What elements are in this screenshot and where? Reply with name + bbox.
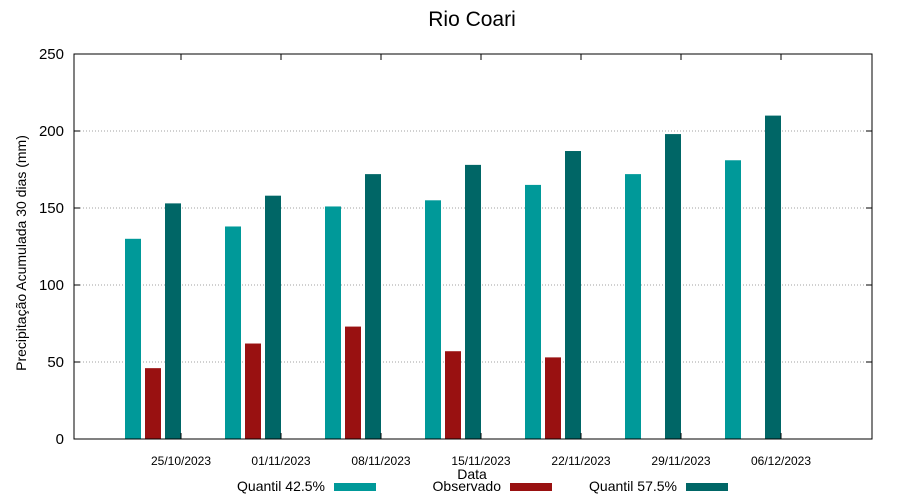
y-tick-label: 100 [39, 277, 64, 294]
bar-quantil-42-5--4 [525, 184, 541, 439]
x-tick-label: 29/11/2023 [651, 454, 710, 468]
x-tick-label: 08/11/2023 [351, 454, 410, 468]
y-tick-label: 150 [39, 200, 64, 217]
bar-quantil-42-5--6 [725, 160, 741, 439]
x-axis-ticks: 25/10/2023 01/11/2023 08/11/2023 15/11/2023… [151, 54, 811, 468]
bar-observado-1 [245, 343, 261, 439]
y-tick-label: 200 [39, 123, 64, 140]
legend-swatch [334, 483, 376, 491]
x-axis-label: Data [457, 466, 487, 482]
x-tick-label: 06/12/2023 [751, 454, 811, 468]
x-tick-label: 22/11/2023 [551, 454, 610, 468]
bar-quantil-42-5--1 [225, 226, 241, 439]
bar-quantil-57-5--5 [665, 134, 681, 439]
bar-quantil-57-5--1 [265, 195, 281, 439]
bar-quantil-42-5--5 [625, 174, 641, 439]
bar-observado-4 [545, 357, 561, 439]
y-tick-label: 50 [47, 354, 64, 371]
bar-quantil-57-5--0 [165, 203, 181, 439]
bars [125, 115, 781, 439]
bar-quantil-42-5--0 [125, 238, 141, 439]
y-axis-ticks: 0 50 100 150 200 250 [39, 46, 872, 448]
legend-label: Quantil 57.5% [589, 478, 677, 494]
bar-quantil-57-5--6 [765, 115, 781, 439]
bar-quantil-42-5--2 [325, 206, 341, 439]
legend-label: Quantil 42.5% [237, 478, 325, 494]
y-tick-label: 250 [39, 46, 64, 63]
bar-quantil-57-5--2 [365, 174, 381, 439]
x-tick-label: 15/11/2023 [451, 454, 510, 468]
bar-quantil-57-5--4 [565, 151, 581, 439]
bar-quantil-42-5--3 [425, 200, 441, 439]
plot-frame [73, 53, 873, 440]
bar-observado-0 [145, 368, 161, 439]
bar-observado-2 [345, 326, 361, 439]
bar-observado-3 [445, 351, 461, 439]
legend-label: Observado [433, 478, 502, 494]
x-tick-label: 01/11/2023 [251, 454, 310, 468]
legend: Quantil 42.5% Observado Quantil 57.5% [237, 478, 728, 494]
chart-title: Rio Coari [428, 8, 516, 31]
y-axis-label: Precipitação Acumulada 30 dias (mm) [13, 135, 29, 371]
legend-swatch [686, 483, 728, 491]
legend-swatch [510, 483, 552, 491]
y-tick-label: 0 [56, 431, 64, 448]
x-tick-label: 25/10/2023 [151, 454, 211, 468]
bar-quantil-57-5--3 [465, 164, 481, 439]
